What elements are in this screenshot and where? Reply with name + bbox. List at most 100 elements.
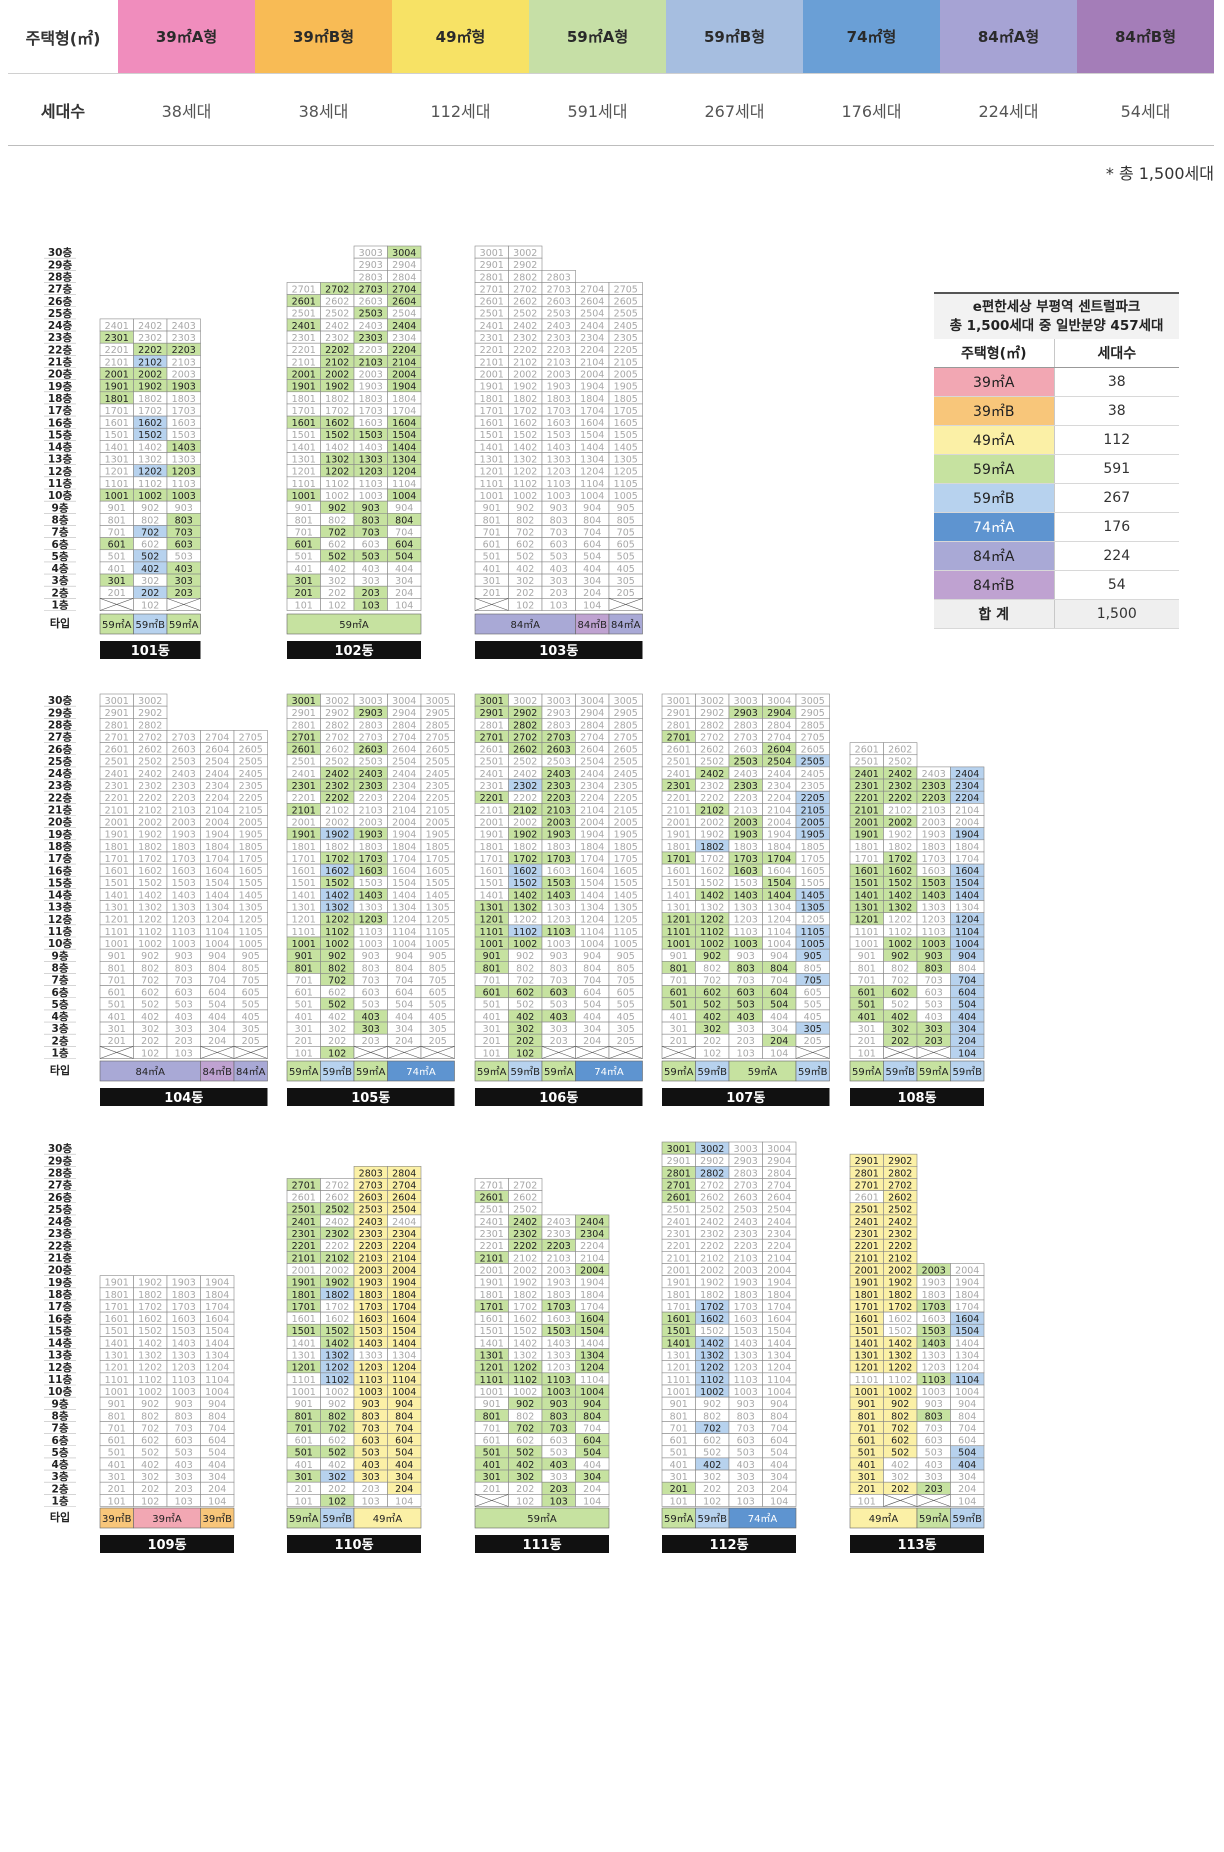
unit-number: 2205	[426, 793, 450, 804]
unit-number: 1204	[767, 915, 791, 926]
unit-number: 702	[891, 975, 909, 986]
unit-number: 1501	[855, 1326, 879, 1337]
unit-number: 301	[108, 1472, 126, 1483]
unit-number: 2201	[855, 793, 879, 804]
unit-number: 1501	[105, 1326, 129, 1337]
unit-number: 401	[670, 1012, 688, 1023]
unit-number: 1003	[172, 1387, 196, 1398]
unit-number: 2702	[700, 1180, 724, 1191]
floor-label: 11층	[48, 477, 73, 490]
unit-number: 2402	[325, 321, 349, 332]
unit-number: 1204	[205, 915, 229, 926]
unit-number: 2301	[480, 1229, 504, 1240]
unit-number: 1602	[325, 418, 349, 429]
unit-number: 703	[925, 975, 943, 986]
unit-number: 1301	[667, 903, 691, 914]
unit-number: 2103	[922, 805, 946, 816]
unit-number: 1003	[547, 491, 571, 502]
floor-label: 16층	[48, 864, 73, 877]
unit-number: 602	[141, 540, 159, 551]
unit-number: 802	[516, 1411, 534, 1422]
unit-number: 1102	[513, 1375, 537, 1386]
legend-row: 39㎡B 38	[934, 396, 1180, 426]
unit-number: 1104	[392, 479, 416, 490]
unit-number: 1605	[239, 866, 263, 877]
unit-number: 201	[483, 1036, 501, 1047]
unit-number: 2304	[767, 1229, 791, 1240]
unit-number: 2601	[855, 1193, 879, 1204]
unit-number: 1903	[922, 1278, 946, 1289]
unit-number: 1304	[205, 1351, 229, 1362]
unit-number: 704	[208, 975, 226, 986]
floor-label: 12층	[48, 913, 73, 926]
unit-number: 2202	[138, 345, 162, 356]
unit-number: 204	[208, 1036, 226, 1047]
unit-number: 1603	[172, 418, 196, 429]
unit-number: 1801	[855, 1290, 879, 1301]
unit-number: 2301	[667, 781, 691, 792]
unit-number: 1402	[513, 1338, 537, 1349]
unit-number: 902	[703, 1399, 721, 1410]
unit-number: 402	[141, 564, 159, 575]
unit-number: 302	[703, 1024, 721, 1035]
unit-number: 2303	[734, 781, 758, 792]
unit-number: 2702	[325, 1180, 349, 1191]
unit-number: 1102	[513, 927, 537, 938]
unit-number: 502	[891, 1000, 909, 1011]
unit-number: 202	[516, 1036, 534, 1047]
unit-number: 2101	[480, 1253, 504, 1264]
unit-number: 504	[770, 1000, 788, 1011]
unit-number: 1402	[700, 890, 724, 901]
building-109동: 1901180117011601150114011301120111011001…	[99, 1275, 235, 1553]
unit-number: 1104	[955, 927, 979, 938]
building-107동: 3001290128012701260125012401230122012101…	[661, 693, 830, 1106]
unit-number: 1902	[888, 830, 912, 841]
unit-number: 2202	[888, 1241, 912, 1252]
unit-type-label: 49㎡A	[869, 1513, 899, 1525]
unit-number: 201	[670, 1484, 688, 1495]
unit-number: 1602	[138, 418, 162, 429]
floor-label: 20층	[48, 1264, 73, 1277]
floor-label: 21층	[48, 356, 73, 369]
unit-number: 1902	[325, 830, 349, 841]
unit-number: 3002	[325, 696, 349, 707]
unit-number: 1102	[888, 927, 912, 938]
unit-number: 2105	[614, 805, 638, 816]
unit-number: 403	[175, 1460, 193, 1471]
unit-number: 2502	[325, 1205, 349, 1216]
unit-number: 2402	[325, 769, 349, 780]
unit-number: 505	[242, 1000, 260, 1011]
unit-number: 201	[295, 588, 313, 599]
unit-number: 2901	[855, 1156, 879, 1167]
unit-number: 1004	[580, 1387, 604, 1398]
unit-number: 1305	[426, 903, 450, 914]
unit-number: 2105	[239, 805, 263, 816]
unit-number: 2103	[547, 805, 571, 816]
unit-number: 705	[804, 975, 822, 986]
unit-type-label: 84㎡B	[577, 619, 607, 631]
legend-title-line-1: e편한세상 부평역 센트럴파크	[972, 299, 1141, 316]
unit-number: 1004	[205, 939, 229, 950]
unit-number: 2203	[547, 1241, 571, 1252]
unit-number: 1701	[480, 406, 504, 417]
unit-number: 2601	[292, 1193, 316, 1204]
unit-number: 2705	[426, 732, 450, 743]
unit-number: 702	[141, 1423, 159, 1434]
unit-number: 904	[583, 951, 601, 962]
unit-number: 2505	[801, 757, 825, 768]
legend-row: 59㎡A 591	[934, 454, 1180, 484]
unit-number: 2104	[580, 357, 604, 368]
unit-number: 1402	[325, 442, 349, 453]
unit-number: 1901	[105, 382, 129, 393]
unit-number: 1002	[888, 939, 912, 950]
unit-number: 2401	[105, 769, 129, 780]
unit-number: 104	[583, 600, 601, 611]
unit-number: 2505	[614, 757, 638, 768]
unit-number: 1904	[955, 1278, 979, 1289]
unit-number: 2101	[105, 357, 129, 368]
unit-number: 104	[583, 1496, 601, 1507]
unit-number: 2501	[292, 757, 316, 768]
unit-number: 2305	[801, 781, 825, 792]
unit-number: 502	[328, 1448, 346, 1459]
